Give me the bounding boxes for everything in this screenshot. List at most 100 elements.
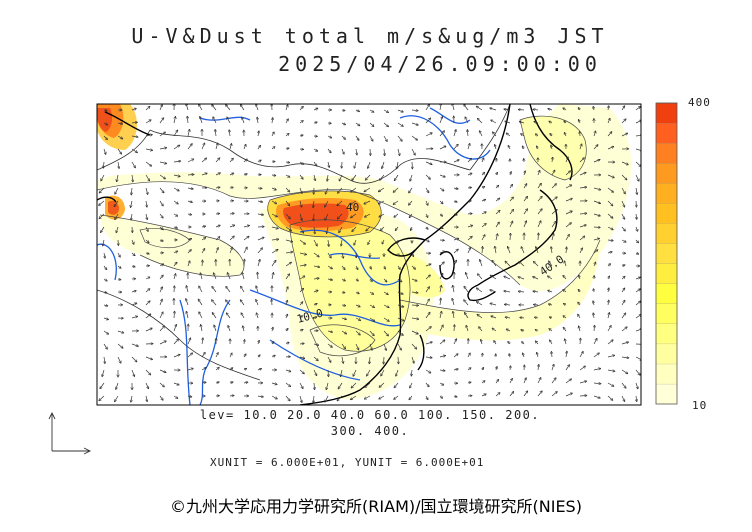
- wind-arrow: [579, 187, 587, 188]
- wind-arrow: [492, 260, 497, 267]
- wind-arrow: [579, 172, 586, 176]
- wind-arrow: [593, 338, 597, 345]
- wind-arrow: [564, 132, 566, 137]
- wind-arrow: [370, 148, 371, 156]
- wind-arrow: [379, 174, 385, 180]
- wind-arrow: [467, 143, 470, 150]
- wind-arrow: [439, 146, 446, 150]
- wind-arrow: [533, 277, 539, 280]
- wind-arrow: [271, 187, 276, 190]
- wind-arrow: [439, 131, 445, 137]
- wind-arrow: [364, 187, 371, 192]
- wind-arrow: [453, 249, 458, 254]
- level-legend-line1: lev= 10.0 20.0 40.0 60.0 100. 150. 200.: [199, 408, 541, 422]
- wind-arrow: [439, 325, 443, 332]
- wind-arrow: [341, 239, 342, 246]
- wind-arrow: [579, 213, 587, 214]
- wind-arrow: [355, 343, 359, 350]
- colorbar-swatch: [656, 303, 677, 324]
- wind-arrow: [635, 301, 641, 306]
- wind-arrow: [299, 106, 303, 111]
- wind-arrow: [453, 144, 458, 150]
- wind-arrow: [201, 143, 205, 150]
- wind-arrow: [454, 325, 455, 332]
- wind-arrow: [244, 259, 245, 267]
- wind-arrow: [299, 252, 307, 255]
- wind-arrow: [186, 104, 189, 111]
- wind-arrow: [313, 317, 317, 318]
- wind-arrow: [117, 148, 122, 154]
- wind-arrow: [173, 187, 179, 191]
- wind-arrow: [476, 302, 483, 306]
- wind-arrow: [299, 226, 304, 233]
- wind-arrow: [439, 370, 445, 371]
- wind-arrow: [99, 213, 105, 219]
- wind-arrow: [145, 301, 150, 306]
- wind-arrow: [257, 175, 261, 176]
- wind-arrow: [481, 172, 485, 176]
- wind-arrow: [379, 395, 385, 399]
- wind-arrow: [286, 328, 288, 332]
- wind-arrow: [285, 262, 292, 267]
- wind-arrow: [200, 116, 203, 124]
- wind-arrow: [368, 161, 371, 168]
- wind-arrow: [379, 382, 385, 387]
- wind-arrow: [243, 159, 247, 163]
- wind-arrow: [533, 291, 539, 292]
- colorbar-swatch: [656, 223, 677, 244]
- wind-arrow: [482, 246, 483, 254]
- wind-arrow: [299, 121, 303, 124]
- wind-arrow: [145, 161, 152, 166]
- wind-arrow: [355, 305, 360, 307]
- wind-arrow: [410, 382, 413, 388]
- colorbar-min-label: 10: [692, 399, 708, 412]
- wind-arrow: [117, 174, 118, 182]
- wind-arrow: [173, 262, 177, 267]
- wind-arrow: [159, 105, 162, 111]
- wind-arrow: [242, 117, 245, 124]
- wind-arrow: [257, 117, 258, 124]
- wind-arrow: [145, 253, 149, 254]
- wind-arrow: [131, 161, 136, 168]
- wind-arrow: [578, 302, 580, 306]
- wind-arrow: [299, 135, 303, 136]
- colorbar-swatch: [656, 283, 677, 304]
- wind-arrow: [464, 286, 469, 293]
- wind-arrow: [519, 122, 525, 123]
- wind-arrow: [103, 279, 107, 281]
- wind-arrow: [425, 327, 431, 332]
- wind-arrow: [551, 392, 557, 397]
- wind-arrow: [114, 200, 119, 207]
- wind-arrow: [566, 351, 567, 358]
- wind-arrow: [411, 318, 419, 319]
- wind-arrow: [593, 395, 600, 398]
- wind-arrow: [173, 161, 181, 162]
- wind-arrow: [490, 303, 497, 306]
- wind-arrow: [341, 135, 346, 139]
- wind-arrow: [453, 396, 457, 397]
- wind-arrow: [145, 106, 150, 111]
- wind-arrow: [524, 171, 525, 176]
- wind-arrow: [117, 356, 121, 363]
- wind-arrow: [551, 233, 554, 241]
- wind-arrow: [299, 161, 304, 164]
- wind-arrow: [578, 314, 581, 319]
- wind-arrow: [159, 299, 162, 306]
- wind-arrow: [521, 330, 525, 331]
- wind-arrow: [411, 369, 412, 376]
- wind-arrow: [145, 382, 149, 389]
- wind-arrow: [506, 133, 511, 137]
- wind-arrow: [187, 174, 194, 175]
- wind-arrow: [159, 326, 165, 332]
- wind-arrow: [397, 330, 403, 335]
- wind-arrow: [271, 239, 279, 240]
- wind-arrow: [425, 240, 429, 242]
- wind-arrow: [518, 277, 525, 280]
- wind-arrow: [257, 188, 262, 189]
- wind-arrow: [202, 260, 203, 267]
- wind-arrow: [495, 393, 500, 397]
- wind-arrow: [482, 367, 484, 370]
- wind-arrow: [565, 157, 568, 163]
- wind-arrow: [327, 279, 333, 280]
- wind-arrow: [384, 265, 385, 269]
